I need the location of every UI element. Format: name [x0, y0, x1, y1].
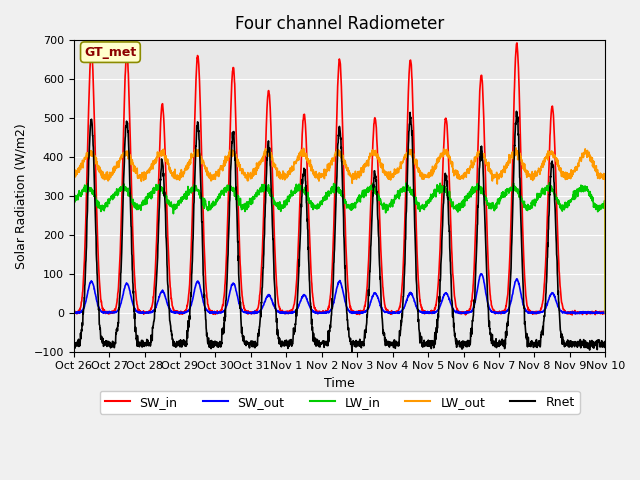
- LW_in: [555, 201, 563, 206]
- Rnet: [513, 108, 520, 114]
- LW_out: [218, 167, 226, 172]
- SW_in: [555, 255, 563, 261]
- SW_in: [494, 309, 502, 315]
- Line: Rnet: Rnet: [74, 111, 605, 351]
- SW_in: [355, 308, 362, 314]
- LW_out: [70, 172, 77, 178]
- LW_out: [555, 162, 563, 168]
- SW_out: [555, 304, 563, 310]
- LW_in: [602, 309, 609, 315]
- SW_out: [494, 310, 502, 316]
- SW_in: [602, 309, 609, 315]
- Y-axis label: Solar Radiation (W/m2): Solar Radiation (W/m2): [15, 123, 28, 269]
- SW_in: [366, 218, 374, 224]
- SW_out: [570, 310, 577, 315]
- Rnet: [602, 338, 609, 344]
- LW_out: [494, 175, 502, 180]
- SW_in: [70, 309, 77, 315]
- SW_in: [570, 309, 577, 315]
- LW_out: [366, 151, 374, 157]
- Rnet: [348, 348, 356, 354]
- SW_out: [366, 301, 374, 307]
- Title: Four channel Radiometer: Four channel Radiometer: [235, 15, 444, 33]
- LW_in: [494, 201, 502, 206]
- Rnet: [367, 257, 374, 263]
- Line: LW_in: LW_in: [74, 182, 605, 312]
- LW_in: [218, 189, 226, 195]
- LW_out: [512, 145, 520, 151]
- Text: GT_met: GT_met: [84, 46, 136, 59]
- LW_in: [403, 180, 411, 185]
- Line: SW_in: SW_in: [74, 43, 605, 315]
- LW_out: [355, 172, 362, 178]
- Rnet: [570, 339, 577, 345]
- LW_in: [570, 195, 577, 201]
- Rnet: [555, 299, 563, 305]
- Line: LW_out: LW_out: [74, 148, 605, 314]
- LW_in: [366, 187, 374, 192]
- Rnet: [494, 343, 502, 349]
- SW_out: [602, 310, 609, 316]
- Line: SW_out: SW_out: [74, 274, 605, 314]
- LW_in: [70, 199, 77, 204]
- Legend: SW_in, SW_out, LW_in, LW_out, Rnet: SW_in, SW_out, LW_in, LW_out, Rnet: [99, 391, 579, 414]
- Rnet: [218, 329, 226, 335]
- SW_out: [355, 310, 362, 316]
- SW_out: [70, 310, 77, 316]
- LW_out: [602, 311, 609, 317]
- Rnet: [355, 341, 363, 347]
- SW_in: [568, 312, 576, 318]
- LW_in: [355, 197, 362, 203]
- SW_in: [513, 40, 521, 46]
- SW_out: [218, 309, 226, 315]
- Rnet: [70, 338, 77, 344]
- LW_out: [570, 168, 577, 174]
- SW_out: [572, 311, 579, 317]
- SW_in: [218, 305, 226, 311]
- SW_out: [477, 271, 485, 277]
- X-axis label: Time: Time: [324, 377, 355, 390]
